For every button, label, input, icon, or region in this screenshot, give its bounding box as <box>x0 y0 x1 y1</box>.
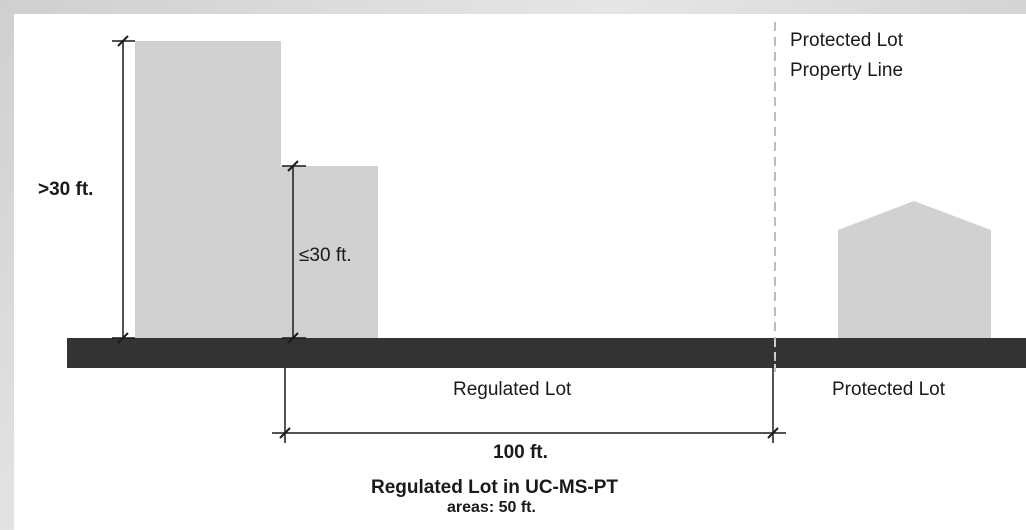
protected-lot-label: Protected Lot <box>832 379 946 400</box>
height-under-label: ≤30 ft. <box>299 245 352 266</box>
property-line-label-2: Property Line <box>790 60 904 81</box>
dimension-100ft <box>272 368 786 443</box>
tall-building <box>135 41 281 339</box>
dimension-over-30 <box>112 35 135 344</box>
ground-line <box>67 338 1026 368</box>
height-over-label: >30 ft. <box>38 179 94 200</box>
distance-label: 100 ft. <box>493 442 548 463</box>
regulated-lot-label: Regulated Lot <box>453 379 572 400</box>
note-line-1: Regulated Lot in UC-MS-PT <box>371 477 618 498</box>
note-line-2: areas: 50 ft. <box>447 499 536 516</box>
short-building <box>281 166 378 339</box>
dimension-under-30 <box>282 160 306 344</box>
protected-house <box>838 201 991 339</box>
property-line-label-1: Protected Lot <box>790 30 904 51</box>
